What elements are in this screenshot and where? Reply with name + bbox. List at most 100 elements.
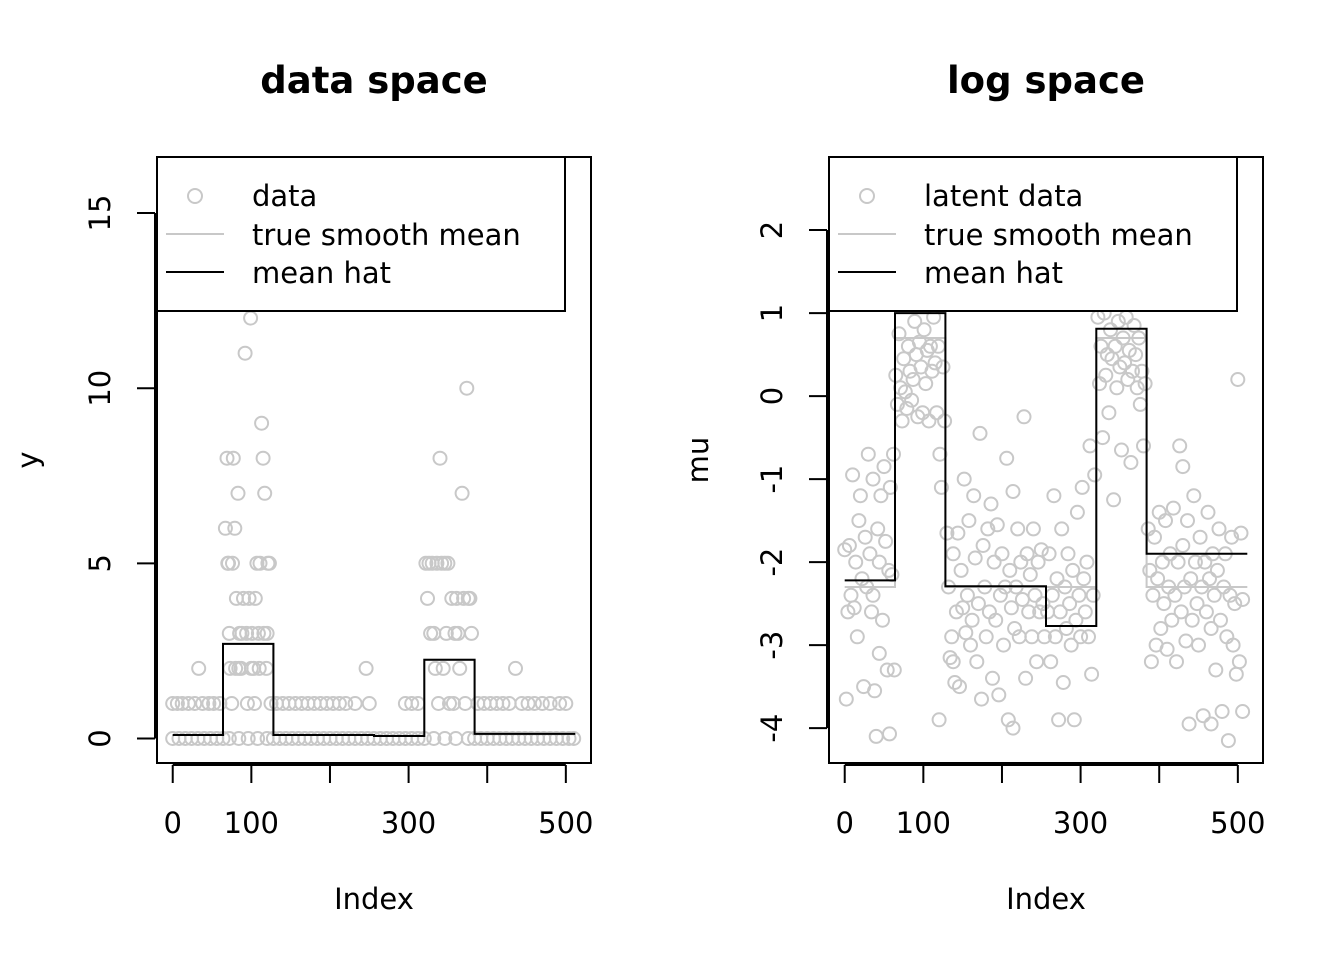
- data-point: [1197, 554, 1213, 570]
- data-point: [1143, 654, 1159, 670]
- data-point: [1062, 596, 1078, 612]
- data-point: [1055, 675, 1071, 690]
- data-point: [1128, 347, 1144, 363]
- data-point: [432, 450, 448, 466]
- legend-box: [828, 156, 1238, 312]
- data-point: [986, 554, 1002, 570]
- legend-entry-truth: true smooth mean: [252, 218, 521, 252]
- data-point: [933, 479, 949, 495]
- data-point: [958, 625, 974, 641]
- data-point: [1187, 554, 1203, 570]
- data-point: [930, 338, 946, 354]
- data-point: [1150, 571, 1166, 587]
- data-point: [212, 696, 228, 711]
- legend-entry-data: data: [252, 179, 317, 213]
- data-point: [975, 538, 991, 553]
- legend-point-symbol: [187, 188, 203, 204]
- data-point: [1173, 604, 1189, 620]
- data-point: [882, 726, 897, 742]
- x-tick-label: 500: [538, 806, 593, 840]
- data-point: [867, 683, 883, 699]
- legend-entry-truth: true smooth mean: [924, 218, 1193, 252]
- data-point: [838, 691, 854, 707]
- data-point: [236, 590, 251, 606]
- data-point: [1073, 629, 1089, 645]
- data-point: [1170, 554, 1186, 570]
- data-point: [992, 587, 1008, 603]
- data-point: [870, 521, 886, 537]
- x-tick-label: 100: [224, 806, 279, 840]
- data-point: [1063, 637, 1079, 653]
- mean-hat-path: [172, 642, 576, 737]
- data-point: [843, 587, 859, 603]
- data-point: [904, 392, 920, 408]
- data-point: [1018, 670, 1034, 686]
- data-point: [882, 479, 898, 495]
- data-point: [1106, 492, 1122, 508]
- data-point: [846, 600, 862, 616]
- data-point: [994, 546, 1010, 562]
- data-point: [963, 637, 978, 653]
- latent-data-points: [837, 305, 1251, 749]
- data-point: [1035, 596, 1051, 612]
- data-point: [964, 612, 980, 628]
- data-point: [224, 696, 240, 711]
- data-point: [404, 696, 420, 711]
- data-point: [534, 696, 550, 711]
- data-point: [227, 520, 243, 536]
- data-point: [261, 555, 277, 571]
- data-point: [410, 731, 426, 746]
- data-point: [437, 731, 453, 746]
- data-point: [435, 660, 451, 676]
- data-point: [1044, 587, 1060, 603]
- data-point: [206, 696, 222, 711]
- data-point: [1136, 438, 1151, 454]
- data-point: [1069, 504, 1085, 520]
- data-point: [1084, 666, 1100, 682]
- panel-data-space: data space 0 100 300 500 0 5 10 15 Index y dat…: [11, 59, 594, 916]
- data-point: [1200, 504, 1216, 520]
- data-point: [250, 625, 266, 641]
- data-point: [1181, 716, 1197, 732]
- data-point: [1195, 708, 1211, 724]
- data-point: [1007, 621, 1023, 636]
- data-point: [255, 450, 271, 466]
- x-tick-label: 100: [896, 806, 951, 840]
- data-point: [180, 696, 196, 711]
- data-point: [429, 555, 445, 571]
- data-point: [1209, 562, 1225, 578]
- x-tick-label: 300: [1053, 806, 1108, 840]
- data-point: [1169, 654, 1184, 670]
- data-point: [955, 600, 971, 616]
- data-point: [1024, 629, 1040, 645]
- data-point: [978, 629, 994, 645]
- data-point: [945, 654, 961, 670]
- data-point: [254, 415, 270, 431]
- legend-entry-hat: mean hat: [252, 256, 391, 290]
- data-point: [848, 554, 864, 570]
- data-point: [944, 629, 960, 645]
- data-point: [442, 696, 457, 711]
- data-point: [1203, 621, 1219, 636]
- data-point: [1087, 467, 1103, 483]
- data-point: [1211, 521, 1227, 537]
- data-point: [966, 488, 982, 504]
- y-axis: 0 5 10 15: [83, 195, 156, 748]
- x-axis-label: Index: [334, 882, 414, 916]
- data-point: [426, 731, 442, 746]
- data-point: [1079, 554, 1095, 570]
- data-point: [464, 625, 479, 641]
- data-point: [1027, 587, 1043, 603]
- data-point: [240, 731, 256, 746]
- data-point: [1225, 637, 1241, 653]
- y-tick-label: 0: [83, 729, 117, 747]
- data-point: [1156, 596, 1172, 612]
- x-tick-label: 0: [835, 806, 853, 840]
- data-point: [871, 554, 887, 570]
- data-point: [929, 405, 945, 421]
- y-tick-label: -4: [755, 714, 789, 743]
- x-axis-label: Index: [1006, 882, 1086, 916]
- true-mean-path: [172, 642, 576, 737]
- data-point: [959, 587, 975, 603]
- data-point: [1164, 612, 1180, 628]
